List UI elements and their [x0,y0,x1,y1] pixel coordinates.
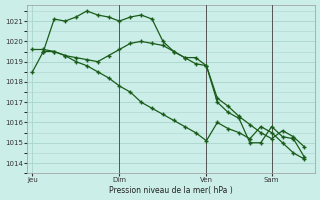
X-axis label: Pression niveau de la mer( hPa ): Pression niveau de la mer( hPa ) [109,186,233,195]
